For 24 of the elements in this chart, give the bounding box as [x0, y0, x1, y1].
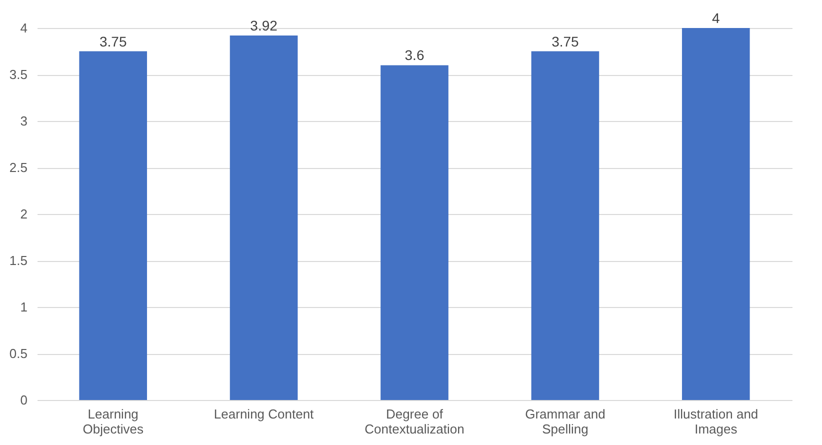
x-tick-label: Grammar and Spelling: [525, 406, 606, 436]
data-label: 3.92: [250, 17, 278, 34]
data-label: 3.75: [99, 33, 127, 50]
y-tick-label: 2.5: [9, 160, 28, 175]
bar: [380, 65, 448, 400]
bar: [531, 51, 600, 400]
bar: [230, 35, 298, 400]
y-tick-label: 2: [20, 206, 28, 222]
x-tick-label: Illustration and Images: [674, 406, 758, 436]
x-tick-label: Degree of Contextualization: [364, 406, 464, 436]
y-tick-label: 0: [20, 392, 28, 408]
data-label: 4: [712, 10, 720, 26]
data-label: 3.75: [552, 33, 580, 50]
y-tick-label: 1: [20, 300, 28, 314]
y-tick-label: 1.5: [9, 253, 28, 268]
bar: [682, 28, 750, 400]
x-tick-label: Learning Content: [214, 406, 314, 422]
y-tick-label: 3: [20, 114, 28, 128]
bar: [79, 51, 148, 400]
data-label: 3.6: [404, 47, 424, 64]
x-tick-label: Learning Objectives: [82, 406, 144, 436]
y-tick-label: 4: [20, 20, 28, 36]
y-tick-label: 0.5: [9, 346, 28, 361]
y-tick-label: 3.5: [9, 67, 28, 82]
